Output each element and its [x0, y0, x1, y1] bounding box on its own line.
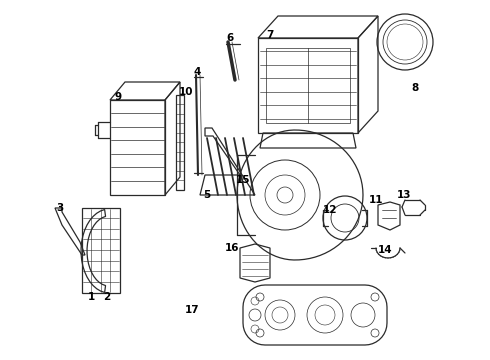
Text: 2: 2 — [103, 292, 111, 302]
Text: 13: 13 — [397, 190, 411, 200]
Text: 10: 10 — [179, 87, 193, 97]
Text: 1: 1 — [87, 292, 95, 302]
Text: 11: 11 — [369, 195, 383, 205]
Bar — [176, 95, 184, 190]
Text: 8: 8 — [412, 83, 418, 93]
Text: 4: 4 — [194, 67, 201, 77]
Text: 15: 15 — [236, 175, 250, 185]
Text: 14: 14 — [378, 245, 392, 255]
Text: 3: 3 — [56, 203, 64, 213]
Text: 17: 17 — [185, 305, 199, 315]
Bar — [82, 208, 120, 293]
Bar — [266, 48, 350, 123]
Text: 7: 7 — [266, 30, 274, 40]
Text: 12: 12 — [323, 205, 337, 215]
Bar — [110, 100, 165, 195]
Bar — [258, 38, 358, 133]
Text: 5: 5 — [203, 190, 211, 200]
Text: 16: 16 — [225, 243, 239, 253]
Text: 9: 9 — [115, 92, 122, 102]
Text: 6: 6 — [226, 33, 234, 43]
